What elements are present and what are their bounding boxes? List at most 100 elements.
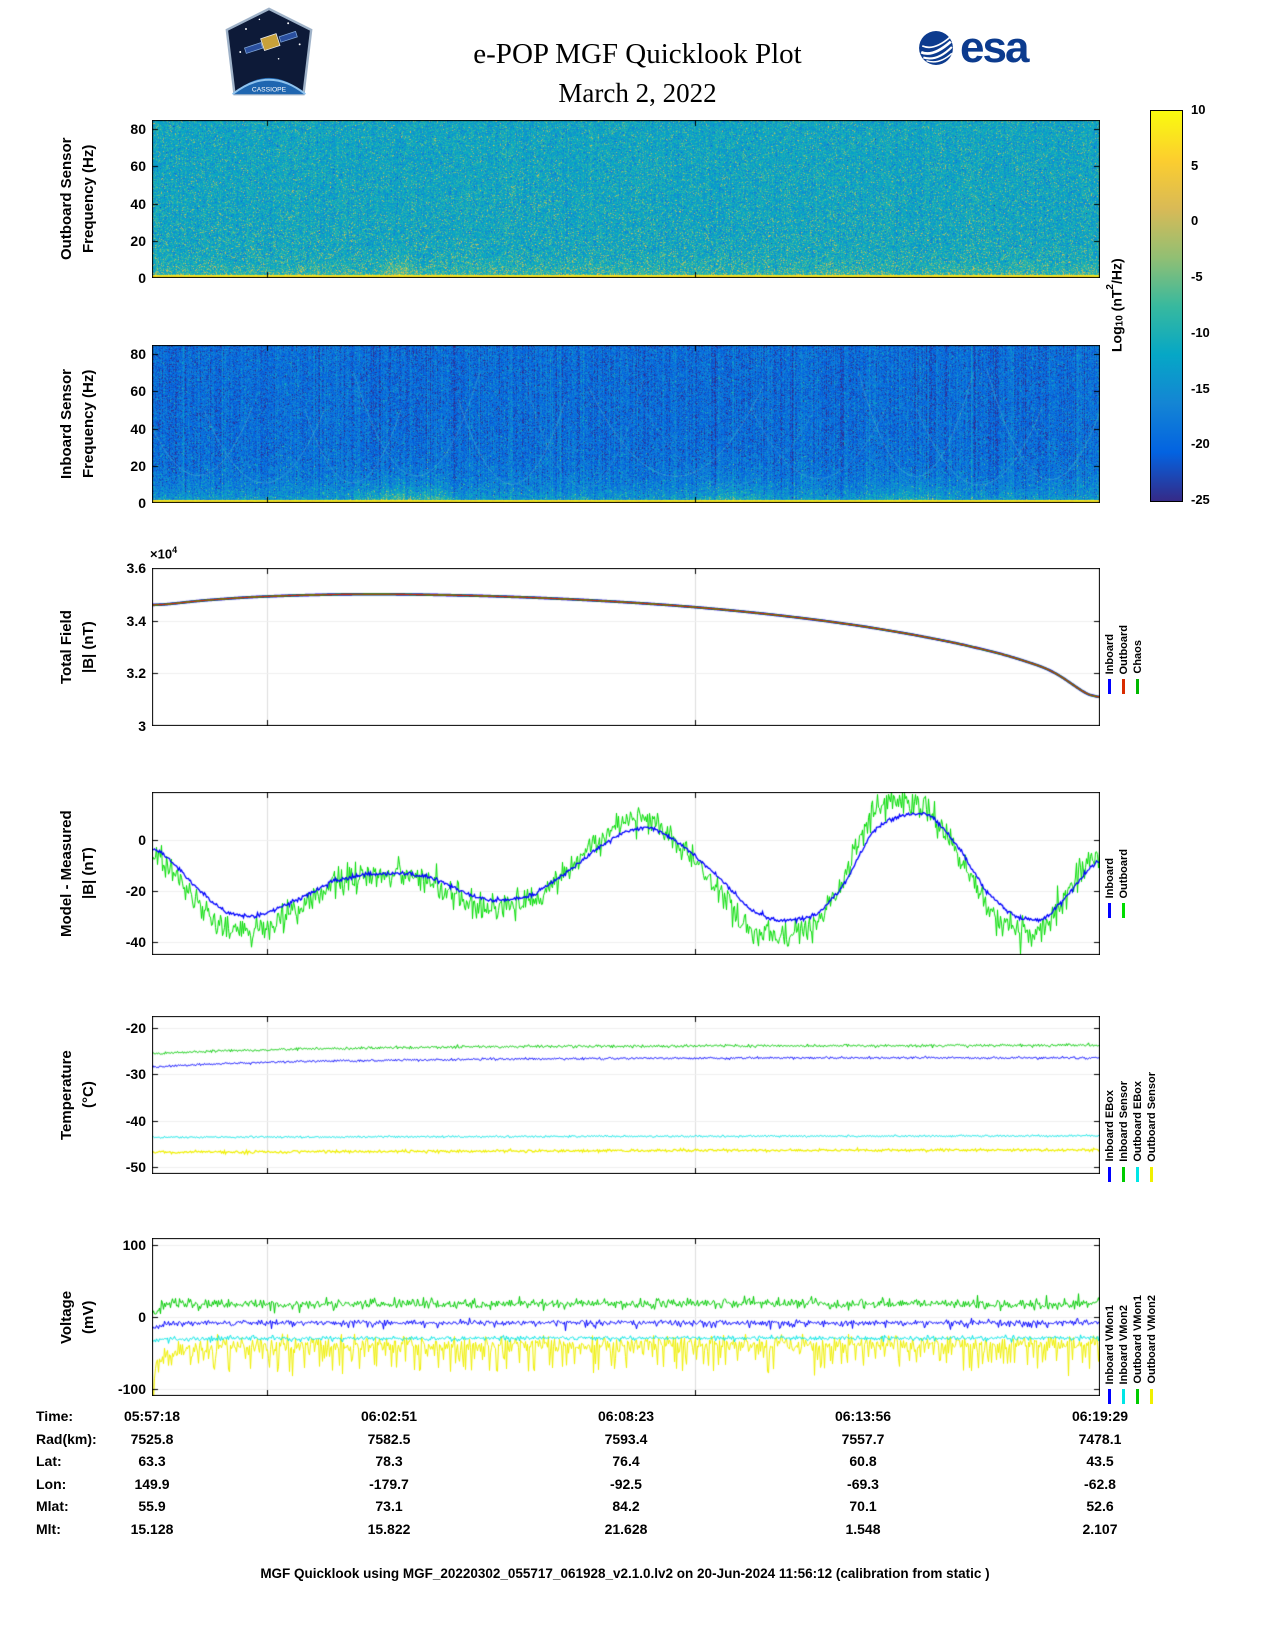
voltage-canvas [152, 1238, 1100, 1396]
ephemeris-value: 7478.1 [1025, 1431, 1175, 1447]
legend-line-sample [1122, 1167, 1125, 1182]
ephemeris-value: 73.1 [314, 1498, 464, 1514]
ephemeris-row-label: Lat: [36, 1453, 62, 1469]
legend-line-sample [1108, 1389, 1111, 1404]
ephemeris-value: 84.2 [551, 1498, 701, 1514]
legend-model-measured: Inboard Outboard [1103, 802, 1130, 918]
ytick-panel5: -100 [58, 1381, 146, 1398]
ytick-panel4: -20 [58, 1020, 146, 1037]
legend-entry: Outboard [1117, 802, 1130, 918]
legend-line-sample [1108, 903, 1111, 918]
legend-voltage: Inboard VMon1 Inboard VMon2 Outboard VMon1… [1103, 1244, 1158, 1404]
colorbar-tick: -25 [1191, 492, 1235, 508]
ephemeris-value: 06:02:51 [314, 1408, 464, 1424]
legend-label: Inboard [1104, 858, 1116, 898]
ytick-panel1: 40 [58, 421, 146, 438]
ylabel-total-field: Total Field |B| (nT) [56, 568, 104, 726]
ephemeris-value: 60.8 [788, 1453, 938, 1469]
ylabel-model-measured: Model - Measured |B| (nT) [56, 792, 104, 955]
legend-entry: Outboard EBox [1131, 1022, 1144, 1182]
legend-entry: Outboard Sensor [1145, 1022, 1158, 1182]
legend-label: Outboard VMon1 [1132, 1295, 1144, 1384]
y-axis-scale-label: ×104 [150, 545, 177, 561]
ephemeris-value: 149.9 [77, 1476, 227, 1492]
colorbar-tick: 10 [1191, 102, 1235, 118]
legend-label: Chaos [1132, 640, 1144, 674]
ytick-panel4: -40 [58, 1113, 146, 1130]
ephemeris-row-label: Mlat: [36, 1498, 69, 1514]
legend-line-sample [1122, 679, 1125, 694]
legend-entry: Inboard [1103, 802, 1116, 918]
ytick-panel1: 60 [58, 383, 146, 400]
ephemeris-value: 06:13:56 [788, 1408, 938, 1424]
colorbar-tick: -20 [1191, 436, 1235, 452]
page-date: March 2, 2022 [0, 78, 1275, 109]
ytick-panel2: 3.2 [58, 665, 146, 682]
ephemeris-value: 1.548 [788, 1521, 938, 1537]
ephemeris-row-label: Mlt: [36, 1521, 61, 1537]
legend-label: Inboard [1104, 634, 1116, 674]
ephemeris-value: 63.3 [77, 1453, 227, 1469]
ylabel-temperature: Temperature (°C) [56, 1016, 104, 1174]
ytick-panel0: 0 [58, 270, 146, 287]
ytick-panel5: 100 [58, 1237, 146, 1254]
model-measured-canvas [152, 792, 1100, 955]
ephemeris-value: 70.1 [788, 1498, 938, 1514]
ephemeris-value: -92.5 [551, 1476, 701, 1492]
legend-entry: Inboard VMon2 [1117, 1244, 1130, 1404]
esa-logo: esa [918, 26, 1027, 70]
ephemeris-value: 7593.4 [551, 1431, 701, 1447]
ytick-panel2: 3.4 [58, 613, 146, 630]
colorbar [1150, 110, 1183, 502]
page-title: e-POP MGF Quicklook Plot [0, 38, 1275, 71]
legend-entry: Chaos [1131, 578, 1144, 694]
ephemeris-value: -69.3 [788, 1476, 938, 1492]
legend-label: Outboard VMon2 [1146, 1295, 1158, 1384]
ytick-panel1: 20 [58, 458, 146, 475]
ytick-panel0: 80 [58, 121, 146, 138]
ephemeris-value: 52.6 [1025, 1498, 1175, 1514]
legend-label: Outboard EBox [1132, 1081, 1144, 1162]
outboard-spectrogram-canvas [152, 120, 1100, 278]
esa-logo-text: esa [960, 26, 1027, 70]
legend-label: Inboard EBox [1104, 1090, 1116, 1162]
colorbar-label: Log10 (nT2/Hz) [1105, 110, 1135, 500]
ytick-panel1: 80 [58, 346, 146, 363]
colorbar-tick: -10 [1191, 325, 1235, 341]
inboard-spectrogram-canvas [152, 345, 1100, 503]
ytick-panel4: -50 [58, 1159, 146, 1176]
legend-entry: Inboard VMon1 [1103, 1244, 1116, 1404]
legend-line-sample [1150, 1389, 1153, 1404]
legend-label: Outboard [1118, 849, 1130, 899]
legend-label: Inboard Sensor [1118, 1081, 1130, 1162]
colorbar-tick: 5 [1191, 158, 1235, 174]
legend-label: Outboard [1118, 625, 1130, 675]
legend-label: Outboard Sensor [1146, 1072, 1158, 1162]
legend-entry: Inboard Sensor [1117, 1022, 1130, 1182]
legend-entry: Inboard EBox [1103, 1022, 1116, 1182]
legend-line-sample [1150, 1167, 1153, 1182]
ytick-panel3: 0 [58, 832, 146, 849]
total-field-canvas [152, 568, 1100, 726]
colorbar-tick: -5 [1191, 269, 1235, 285]
legend-entry: Outboard [1117, 578, 1130, 694]
footer-text: MGF Quicklook using MGF_20220302_055717_… [120, 1566, 1130, 1581]
ephemeris-value: 05:57:18 [77, 1408, 227, 1424]
ephemeris-value: -179.7 [314, 1476, 464, 1492]
ephemeris-row-label: Lon: [36, 1476, 66, 1492]
ephemeris-value: 2.107 [1025, 1521, 1175, 1537]
colorbar-tick: 0 [1191, 213, 1235, 229]
legend-line-sample [1136, 1167, 1139, 1182]
ephemeris-value: 21.628 [551, 1521, 701, 1537]
ephemeris-value: -62.8 [1025, 1476, 1175, 1492]
quicklook-page: CASSIOPE e-POP MGF Quicklook Plot March … [0, 0, 1275, 1650]
ephemeris-value: 78.3 [314, 1453, 464, 1469]
ephemeris-value: 55.9 [77, 1498, 227, 1514]
ytick-panel2: 3 [58, 718, 146, 735]
colorbar-tick: -15 [1191, 381, 1235, 397]
ytick-panel4: -30 [58, 1066, 146, 1083]
legend-label: Inboard VMon2 [1118, 1305, 1130, 1384]
ephemeris-value: 06:19:29 [1025, 1408, 1175, 1424]
esa-emblem-icon [918, 30, 954, 66]
ephemeris-value: 43.5 [1025, 1453, 1175, 1469]
